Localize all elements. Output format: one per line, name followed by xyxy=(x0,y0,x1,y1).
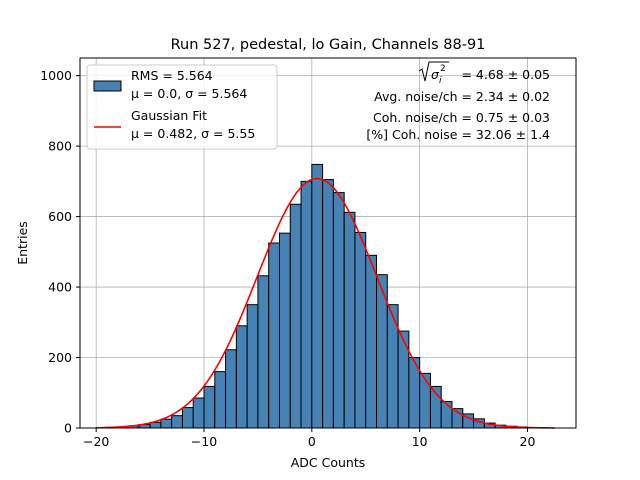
x-axis-label: ADC Counts xyxy=(291,455,366,470)
histogram-bar xyxy=(160,418,173,429)
x-tick-label: 10 xyxy=(412,434,428,449)
legend-histogram-swatch xyxy=(93,80,122,92)
histogram-bar xyxy=(440,401,453,429)
x-tick-label: −20 xyxy=(83,434,109,449)
y-axis-ticks: 0 200 400 600 800 1000 xyxy=(40,68,80,436)
histogram-bar xyxy=(214,371,227,429)
histogram-bar xyxy=(268,242,280,429)
histogram-bar xyxy=(278,232,291,429)
x-tick-label: −10 xyxy=(191,434,217,449)
sigma-symbol: σ xyxy=(431,67,440,82)
avg-noise-text: Avg. noise/ch = 2.34 ± 0.02 xyxy=(374,89,550,104)
histogram-bar xyxy=(171,415,183,429)
legend-fit-params: μ = 0.482, σ = 5.55 xyxy=(131,126,255,141)
histogram-bar xyxy=(354,231,367,429)
y-tick-label: 800 xyxy=(48,139,72,154)
histogram-bar xyxy=(332,192,345,429)
histogram-bars xyxy=(95,163,550,429)
histogram-bar xyxy=(397,330,410,429)
plot-frame xyxy=(79,57,577,429)
y-tick-label: 1000 xyxy=(40,68,72,83)
histogram-bar xyxy=(322,179,334,429)
legend-histogram-rms: RMS = 5.564 xyxy=(131,68,213,83)
histogram-bar xyxy=(419,372,431,429)
chart-title: Run 527, pedestal, lo Gain, Channels 88-… xyxy=(171,37,486,53)
y-axis-label: Entries xyxy=(15,221,30,265)
sigma-superscript: 2 xyxy=(440,64,446,74)
legend: RMS = 5.564 μ = 0.0, σ = 5.564 Gaussian … xyxy=(86,64,278,150)
sigma-subscript: i xyxy=(439,76,442,86)
y-tick-label: 0 xyxy=(64,421,72,436)
histogram-bar xyxy=(225,349,237,429)
legend-fit-label: Gaussian Fit xyxy=(131,108,207,123)
histogram-bar xyxy=(246,304,259,429)
histogram-bar xyxy=(257,275,270,429)
noise-annotations: σ 2 i = 4.68 ± 0.05 Avg. noise/ch = 2.34… xyxy=(366,61,550,142)
total-noise-value: = 4.68 ± 0.05 xyxy=(461,67,550,82)
y-tick-label: 400 xyxy=(48,280,72,295)
histogram-bar xyxy=(300,180,313,429)
histogram-bar xyxy=(203,385,216,429)
y-tick-label: 200 xyxy=(48,350,72,365)
x-tick-label: 0 xyxy=(308,434,316,449)
histogram-bar xyxy=(181,407,194,429)
pct-coh-noise-text: [%] Coh. noise = 32.06 ± 1.4 xyxy=(366,127,550,142)
coh-noise-text: Coh. noise/ch = 0.75 ± 0.03 xyxy=(373,110,550,125)
x-axis-ticks: −20 −10 0 10 20 xyxy=(83,428,535,449)
histogram-bar xyxy=(311,163,324,429)
histogram-bar xyxy=(289,203,302,429)
histogram-bar xyxy=(192,397,205,429)
sqrt-sign xyxy=(418,61,449,82)
x-tick-label: 20 xyxy=(520,434,536,449)
histogram-bar xyxy=(343,211,356,429)
legend-box xyxy=(86,64,278,150)
histogram-bar xyxy=(235,325,248,429)
legend-histogram-params: μ = 0.0, σ = 5.564 xyxy=(131,86,247,101)
gaussian-fit-curve xyxy=(101,177,555,429)
histogram-bar xyxy=(365,254,378,429)
y-tick-label: 600 xyxy=(48,209,72,224)
